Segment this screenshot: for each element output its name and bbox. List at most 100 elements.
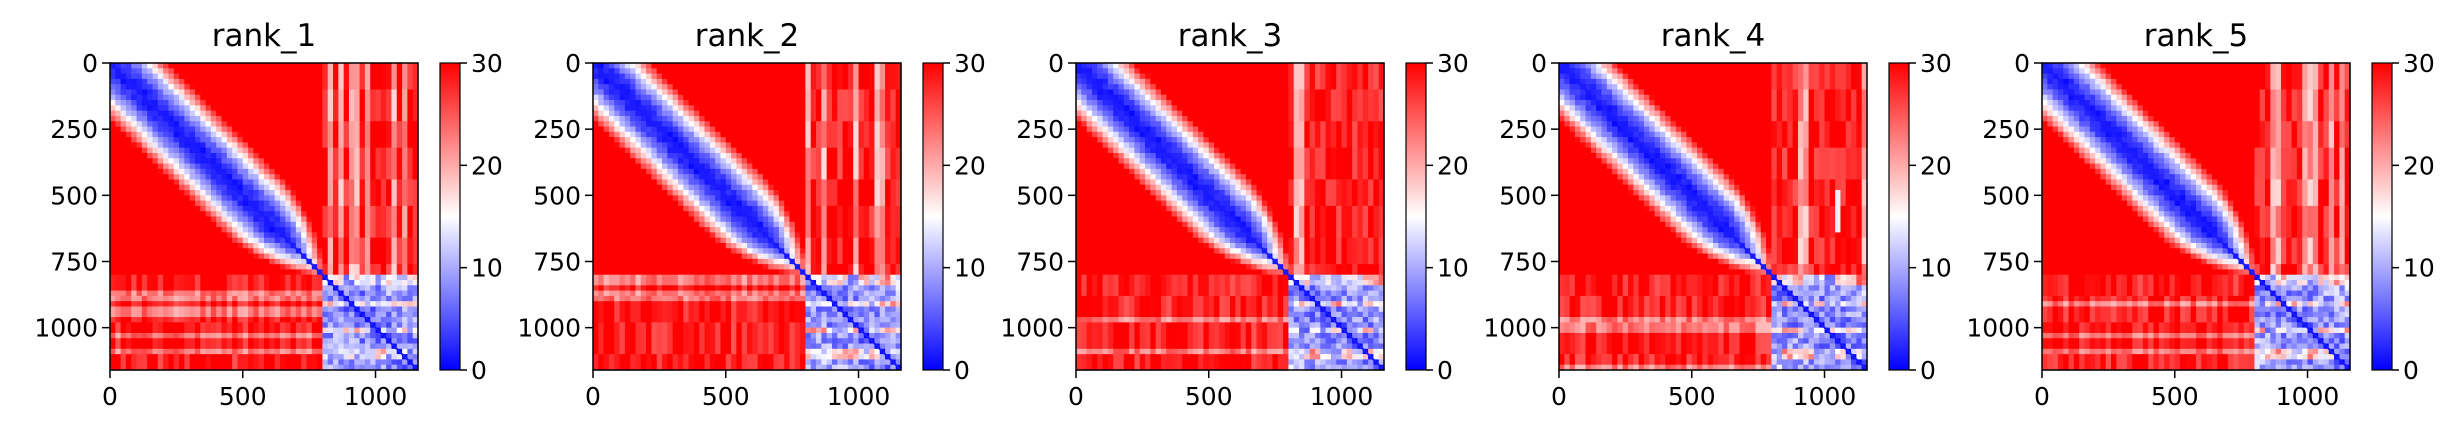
- heatmap-cell: [322, 327, 329, 334]
- heatmap-cell: [805, 100, 812, 106]
- heatmap-cell: [885, 63, 891, 69]
- heatmap-cell: [168, 200, 175, 207]
- heatmap-cell: [110, 295, 116, 302]
- heatmap-cell: [640, 168, 647, 175]
- heatmap-cell: [826, 142, 833, 149]
- heatmap-cell: [354, 211, 361, 218]
- heatmap-cell: [152, 364, 159, 371]
- heatmap-cell: [189, 274, 196, 281]
- heatmap-cell: [667, 179, 674, 186]
- heatmap-cell: [752, 168, 759, 175]
- heatmap-cell: [359, 142, 366, 149]
- heatmap-cell: [306, 68, 313, 75]
- heatmap-cell: [189, 280, 196, 286]
- heatmap-cell: [184, 338, 191, 345]
- heatmap-cell: [269, 174, 276, 181]
- heatmap-cell: [279, 221, 286, 228]
- heatmap-cell: [210, 258, 217, 265]
- heatmap-cell: [677, 174, 684, 181]
- heatmap-cell: [216, 274, 223, 281]
- heatmap-cell: [386, 258, 393, 265]
- heatmap-cell: [279, 78, 286, 85]
- heatmap-cell: [157, 131, 164, 138]
- heatmap-cell: [136, 121, 143, 128]
- heatmap-cell: [412, 306, 419, 313]
- heatmap-cell: [290, 285, 297, 292]
- heatmap-cell: [853, 115, 860, 122]
- heatmap-cell: [402, 306, 408, 313]
- heatmap-cell: [200, 100, 207, 106]
- heatmap-cell: [125, 285, 132, 292]
- heatmap-cell: [194, 158, 201, 165]
- heatmap-cell: [375, 248, 382, 255]
- heatmap-cell: [295, 184, 302, 191]
- heatmap-cell: [725, 179, 732, 186]
- heatmap-cell: [279, 274, 286, 281]
- heatmap-cell: [189, 227, 196, 233]
- heatmap-cell: [412, 232, 419, 239]
- heatmap-cell: [375, 163, 382, 170]
- heatmap-cell: [210, 78, 217, 85]
- heatmap-cell: [677, 205, 684, 212]
- heatmap-cell: [869, 126, 876, 133]
- heatmap-cell: [736, 68, 743, 75]
- heatmap-cell: [762, 205, 769, 212]
- heatmap-cell: [295, 84, 302, 91]
- heatmap-cell: [311, 152, 318, 159]
- heatmap-cell: [200, 63, 207, 69]
- heatmap-cell: [757, 78, 764, 85]
- heatmap-cell: [364, 227, 371, 233]
- heatmap-cell: [375, 168, 382, 175]
- heatmap-cell: [141, 227, 148, 233]
- heatmap-cell: [210, 126, 217, 133]
- heatmap-cell: [630, 115, 637, 122]
- heatmap-cell: [858, 147, 865, 154]
- heatmap-cell: [396, 227, 403, 233]
- heatmap-cell: [264, 290, 270, 297]
- heatmap-cell: [646, 200, 653, 207]
- heatmap-cell: [131, 348, 138, 355]
- heatmap-cell: [157, 354, 164, 361]
- heatmap-cell: [651, 105, 658, 112]
- heatmap-cell: [821, 168, 828, 175]
- heatmap-cell: [141, 179, 148, 186]
- heatmap-cell: [821, 142, 828, 149]
- heatmap-cell: [120, 200, 127, 207]
- heatmap-cell: [226, 63, 233, 69]
- heatmap-cell: [311, 115, 318, 122]
- heatmap-cell: [173, 137, 180, 143]
- heatmap-cell: [747, 110, 753, 117]
- heatmap-cell: [773, 100, 780, 106]
- heatmap-cell: [157, 168, 164, 175]
- heatmap-cell: [216, 142, 223, 149]
- heatmap-cell: [232, 179, 239, 186]
- heatmap-cell: [136, 253, 143, 260]
- heatmap-cell: [386, 227, 393, 233]
- heatmap-cell: [688, 174, 695, 181]
- heatmap-cell: [194, 306, 201, 313]
- heatmap-cell: [402, 258, 408, 265]
- heatmap-cell: [285, 94, 292, 101]
- heatmap-cell: [656, 184, 663, 191]
- heatmap-cell: [120, 280, 127, 286]
- heatmap-cell: [608, 100, 615, 106]
- heatmap-cell: [778, 137, 785, 143]
- heatmap-cell: [858, 105, 865, 112]
- heatmap-cell: [232, 68, 239, 75]
- heatmap-cell: [635, 63, 642, 69]
- heatmap-cell: [842, 158, 849, 165]
- heatmap-cell: [184, 264, 191, 271]
- heatmap-cell: [608, 205, 615, 212]
- heatmap-cell: [603, 105, 610, 112]
- heatmap-cell: [364, 253, 371, 260]
- heatmap-cell: [831, 147, 838, 154]
- heatmap-cell: [184, 168, 191, 175]
- heatmap-cell: [704, 190, 711, 196]
- heatmap-cell: [200, 322, 207, 329]
- heatmap-cell: [237, 200, 244, 207]
- heatmap-cell: [858, 100, 865, 106]
- heatmap-cell: [136, 68, 143, 75]
- heatmap-cell: [179, 142, 185, 149]
- heatmap-cell: [640, 147, 647, 154]
- heatmap-cell: [375, 338, 382, 345]
